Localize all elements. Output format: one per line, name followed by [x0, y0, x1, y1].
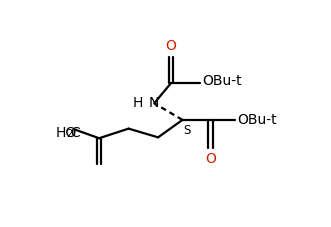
Text: O: O — [205, 152, 216, 166]
Text: OBu-t: OBu-t — [237, 113, 276, 127]
Text: H: H — [132, 96, 143, 110]
Text: N: N — [149, 96, 159, 110]
Text: HO: HO — [56, 126, 77, 140]
Text: S: S — [184, 124, 191, 137]
Text: C: C — [71, 126, 80, 140]
Text: OBu-t: OBu-t — [203, 74, 242, 89]
Text: 2: 2 — [67, 129, 73, 139]
Text: O: O — [166, 39, 176, 54]
